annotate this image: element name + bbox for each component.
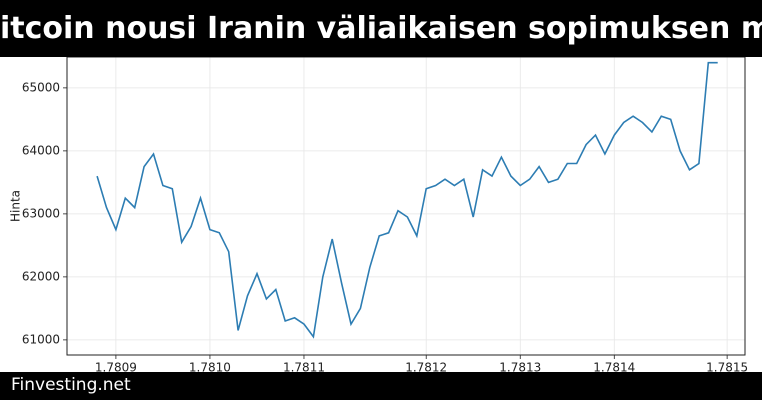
- y-tick-label: 62000: [22, 269, 60, 283]
- title: itcoin nousi Iranin väliaikaisen sopimuk…: [0, 11, 762, 46]
- y-tick-label: 63000: [22, 206, 60, 220]
- x-tick-label: 1.7812: [405, 361, 447, 375]
- y-tick-label: 61000: [22, 332, 60, 346]
- x-tick-label: 1.7813: [499, 361, 541, 375]
- x-tick-label: 1.7810: [189, 361, 231, 375]
- plot-frame: [66, 56, 746, 356]
- x-tick-label: 1.7811: [283, 361, 325, 375]
- title-banner: itcoin nousi Iranin väliaikaisen sopimuk…: [0, 0, 762, 57]
- y-tick-label: 64000: [22, 143, 60, 157]
- price-line: [96, 61, 718, 339]
- brand: Finvesting.net: [11, 375, 131, 395]
- footer: Finvesting.net: [0, 372, 762, 400]
- y-tick-label: 65000: [22, 80, 60, 94]
- y-axis-label: Hinta: [9, 190, 23, 222]
- x-tick-label: 1.7809: [95, 361, 137, 375]
- x-tick-label: 1.7814: [593, 361, 635, 375]
- x-tick-label: 1.7815: [706, 361, 748, 375]
